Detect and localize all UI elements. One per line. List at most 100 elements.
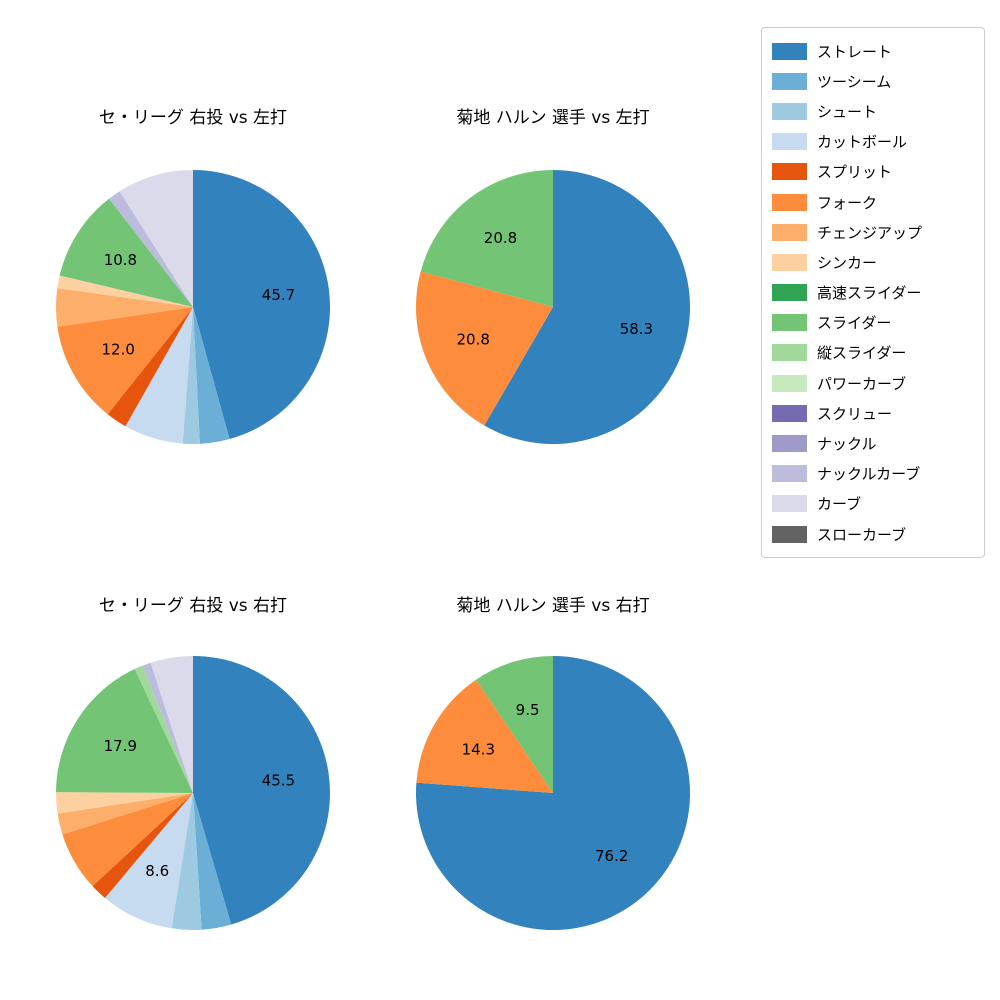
legend-swatch <box>772 435 807 453</box>
pie-slice-チェンジアップ <box>56 288 193 327</box>
pie-slice-スライダー <box>59 198 193 307</box>
legend-item: 縦スライダー <box>772 338 974 368</box>
pie-slice-ナックルカーブ <box>142 662 193 793</box>
legend: ストレートツーシームシュートカットボール スプリットフォークチェンジアップ シンカー… <box>761 27 985 559</box>
legend-label: チェンジアップ <box>817 223 923 242</box>
legend-item: ナックルカーブ <box>772 459 974 489</box>
legend-label: 高速スライダー <box>817 284 922 303</box>
legend-label: ストレート <box>817 42 893 61</box>
chart-title-player-vs-left: 菊地 ハルン 選手 vs 左打 <box>456 108 650 128</box>
legend-swatch <box>772 404 807 422</box>
legend-label: パワーカーブ <box>817 374 907 393</box>
pie-slice-スライダー <box>420 170 553 307</box>
pie-slice-label: 20.8 <box>456 330 489 348</box>
pie-slice-スライダー <box>56 669 193 793</box>
legend-swatch <box>772 193 807 211</box>
pie-slice-シンカー <box>57 275 194 307</box>
pie-slice-label: 58.3 <box>620 320 653 338</box>
legend-swatch <box>772 344 807 362</box>
legend-item: 高速スライダー <box>772 278 974 308</box>
legend-swatch <box>772 42 807 60</box>
legend-swatch <box>772 525 807 543</box>
legend-item: スライダー <box>772 308 974 338</box>
legend-swatch <box>772 133 807 151</box>
pie-slice-スプリット <box>92 793 193 899</box>
legend-label: スローカーブ <box>817 525 907 544</box>
legend-item: パワーカーブ <box>772 368 974 398</box>
legend-label: フォーク <box>817 193 878 212</box>
legend-swatch <box>772 72 807 90</box>
chart-title-league-vs-right: セ・リーグ 右投 vs 右打 <box>98 596 288 616</box>
pie-slice-label: 10.8 <box>104 251 137 269</box>
legend-label: ナックル <box>817 435 877 454</box>
pie-slice-フォーク <box>416 679 553 793</box>
legend-item: スプリット <box>772 157 974 187</box>
chart-title-league-vs-left: セ・リーグ 右投 vs 左打 <box>98 108 288 128</box>
legend-label: シュート <box>817 102 878 121</box>
pie-slice-シンカー <box>55 792 194 814</box>
legend-item: シンカー <box>772 247 974 277</box>
legend-swatch <box>772 223 807 241</box>
pie-slice-ストレート <box>484 170 690 444</box>
pie-slice-label: 9.5 <box>516 701 540 719</box>
legend-item: フォーク <box>772 187 974 217</box>
pie-chart-player-vs-left: 58.3 20.8 20.8 <box>416 170 690 444</box>
pie-slice-縦スライダー <box>134 665 193 793</box>
legend-label: ツーシーム <box>817 72 892 91</box>
legend-swatch <box>772 465 807 483</box>
legend-swatch <box>772 163 807 181</box>
legend-label: カットボール <box>817 133 908 152</box>
legend-swatch <box>772 314 807 332</box>
pie-slice-スライダー <box>475 656 553 793</box>
pie-slice-ストレート <box>416 656 691 930</box>
legend-label: スライダー <box>817 314 892 333</box>
pie-chart-league-vs-right: 45.5 8.6 17.9 <box>55 656 330 930</box>
pie-slice-スプリット <box>107 307 193 427</box>
legend-swatch <box>772 374 807 392</box>
pie-slice-ツーシーム <box>193 307 230 444</box>
pie-slice-シュート <box>171 793 202 930</box>
legend-item: スローカーブ <box>772 519 974 549</box>
pie-slice-label: 12.0 <box>101 341 134 359</box>
pie-slice-シュート <box>182 307 200 445</box>
legend-label: ナックルカーブ <box>817 465 921 484</box>
legend-item: カットボール <box>772 127 974 157</box>
pie-slice-ストレート <box>193 170 331 440</box>
pie-slice-カーブ <box>119 170 193 307</box>
pie-slice-カーブ <box>150 656 193 793</box>
pie-chart-league-vs-left: 45.7 12.0 10.8 <box>56 170 331 445</box>
pie-slice-チェンジアップ <box>57 793 193 835</box>
legend-item: ツーシーム <box>772 66 974 96</box>
pie-slice-label: 20.8 <box>484 229 517 247</box>
legend-item: ストレート <box>772 36 974 66</box>
pie-slice-ストレート <box>193 656 330 925</box>
chart-title-player-vs-right: 菊地 ハルン 選手 vs 右打 <box>456 596 650 616</box>
pie-slice-フォーク <box>57 307 194 415</box>
legend-item: チェンジアップ <box>772 217 974 247</box>
legend-swatch <box>772 253 807 271</box>
legend-item: シュート <box>772 96 974 126</box>
legend-label: スクリュー <box>817 404 893 423</box>
pie-slice-フォーク <box>416 271 553 426</box>
legend-label: シンカー <box>817 253 878 272</box>
pie-slice-label: 14.3 <box>462 740 495 758</box>
legend-label: カーブ <box>817 495 862 514</box>
legend-label: スプリット <box>817 163 893 182</box>
pie-slice-label: 45.5 <box>262 771 295 789</box>
legend-item: スクリュー <box>772 398 974 428</box>
pie-slice-label: 8.6 <box>145 862 169 880</box>
legend-swatch <box>772 495 807 513</box>
pie-slice-カットボール <box>105 793 193 929</box>
legend-item: ナックル <box>772 428 974 458</box>
pie-slice-ナックルカーブ <box>109 191 193 307</box>
pie-slice-ツーシーム <box>193 793 232 930</box>
pie-slice-label: 17.9 <box>104 737 137 755</box>
pie-slice-label: 45.7 <box>262 286 295 304</box>
pie-slice-カットボール <box>125 307 193 444</box>
legend-item: カーブ <box>772 489 974 519</box>
legend-swatch <box>772 284 807 302</box>
legend-label: 縦スライダー <box>817 344 907 363</box>
pie-slice-label: 76.2 <box>595 847 628 865</box>
pie-chart-player-vs-right: 76.2 14.3 9.5 <box>416 656 691 930</box>
pie-slice-フォーク <box>62 793 193 887</box>
